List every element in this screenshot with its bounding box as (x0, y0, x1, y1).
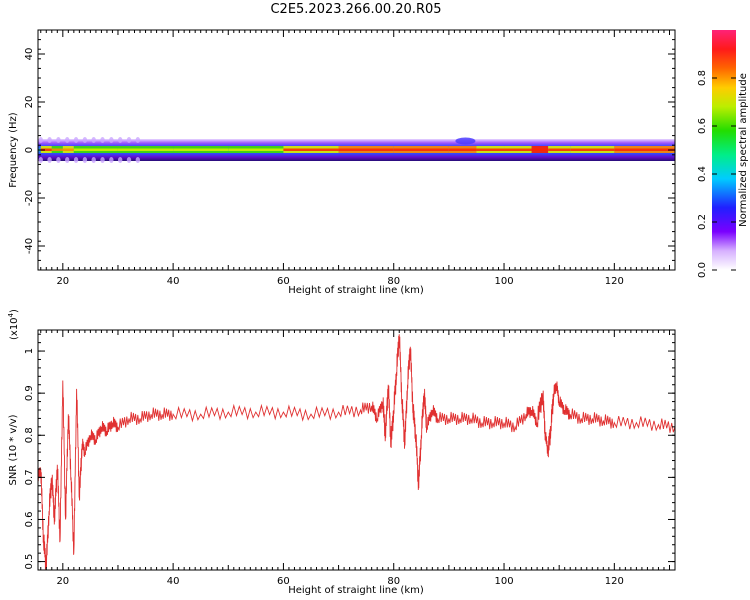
y-tick-label: 0.7 (24, 469, 35, 485)
snr-y-label: SNR (10 * v/v) (8, 414, 19, 485)
spectrogram-ripple (100, 137, 105, 143)
spectrogram-band-core (283, 148, 339, 151)
spectrogram-band-core (476, 148, 505, 151)
spectrogram-ripple (100, 157, 105, 163)
spectrogram-band (38, 137, 675, 163)
spectrogram-ripple (38, 157, 43, 163)
x-tick-label: 40 (167, 576, 180, 587)
spectrogram-band-core (73, 148, 118, 151)
x-tick-label: 40 (167, 276, 180, 287)
spectrogram-band-core (570, 148, 615, 151)
spectrogram-ripple (65, 157, 70, 163)
spectrogram-y-label: Frequency (Hz) (8, 112, 19, 188)
spectrogram-ripple (73, 157, 79, 163)
spectrogram-band-core (338, 148, 394, 151)
y-tick-label: -40 (24, 238, 35, 254)
y-tick-label: 0.5 (24, 554, 35, 570)
spectrogram-band-core (531, 148, 549, 151)
snr-series-layer (38, 334, 675, 570)
x-tick-label: 100 (494, 276, 513, 287)
colorbar-tick-label: 0.4 (697, 166, 708, 182)
spectrogram-band-core (51, 148, 63, 151)
spectrogram-band-core (393, 148, 449, 151)
spectrogram-ripple (65, 137, 70, 143)
snr-series-line (38, 334, 675, 570)
spectrogram-band-core (40, 148, 52, 151)
colorbar-label: Normalized spectral amplitude (738, 73, 749, 227)
x-tick-label: 80 (387, 576, 400, 587)
spectrogram-ripple (73, 137, 79, 143)
spectrogram-band-core (228, 148, 284, 151)
snr-x-label: Height of straight line (km) (288, 585, 424, 596)
y-tick-label: 0.8 (24, 427, 35, 443)
x-tick-label: 60 (277, 576, 290, 587)
snr-frame (37, 329, 676, 571)
chart-title: C2E5.2023.266.00.20.R05 (270, 2, 442, 17)
spectrogram-ripple (56, 137, 61, 143)
y-tick-label: -20 (24, 190, 35, 206)
spectrogram-band-core (504, 148, 532, 151)
spectrogram-band-core (173, 148, 229, 151)
spectrogram-ripple (126, 157, 132, 163)
snr-plot-area (38, 330, 675, 570)
colorbar-tick-label: 0.6 (697, 118, 708, 134)
spectrogram-ripple (91, 157, 96, 163)
snr-panel: 20 40 60 80 100 120 0.5 0.6 0.7 0.8 0.9 1 Height of… (7, 309, 676, 596)
y-tick-label: 0.9 (24, 385, 35, 401)
x-tick-label: 120 (605, 276, 624, 287)
x-tick-label: 120 (605, 576, 624, 587)
colorbar: 0.0 0.2 0.4 0.6 0.8 Normalized spectral ampl… (697, 30, 749, 278)
spectrogram-ripple (117, 157, 123, 163)
spectrogram-band-core (117, 148, 174, 151)
spectrogram-band-core (448, 148, 477, 151)
spectrogram-blob (455, 137, 476, 145)
x-tick-label: 80 (387, 276, 400, 287)
x-tick-label: 60 (277, 276, 290, 287)
spectrogram-band-core (614, 148, 675, 151)
spectrogram-ripple (56, 157, 61, 163)
spectrogram-ripple (82, 157, 88, 163)
colorbar-gradient (712, 30, 736, 270)
y-tick-label: 1 (24, 348, 35, 354)
y-tick-label: 0 (24, 147, 35, 153)
y-tick-label: 20 (24, 96, 35, 109)
spectrogram-ripple (38, 137, 43, 143)
spectrogram-ripple (135, 157, 141, 163)
colorbar-tick-label: 0.8 (697, 70, 708, 86)
snr-multiplier-exponent: 4 (7, 312, 15, 317)
spectrogram-x-label: Height of straight line (km) (288, 285, 424, 296)
x-tick-label: 20 (56, 576, 69, 587)
colorbar-tick-label: 0.2 (697, 214, 708, 230)
spectrogram-ripple (91, 137, 96, 143)
colorbar-ticks: 0.0 0.2 0.4 0.6 0.8 (697, 70, 736, 278)
spectrogram-band-core (62, 148, 74, 151)
spectrogram-ripple (109, 157, 114, 163)
spectrogram-ripple (126, 137, 132, 143)
spectrogram-ripple (135, 137, 141, 143)
spectrogram-panel: 20 40 60 80 100 120 -40 -20 0 20 40 Height of stra… (8, 29, 676, 296)
spectrogram-ripple (109, 137, 114, 143)
x-tick-label: 100 (494, 576, 513, 587)
spectrogram-frame (37, 29, 676, 271)
spectrogram-ripple (47, 137, 52, 143)
spectrogram-band-core (548, 148, 571, 151)
colorbar-tick-label: 0.0 (697, 262, 708, 278)
spectrogram-axis-ticks: 20 40 60 80 100 120 -40 -20 0 20 40 (24, 29, 676, 287)
spectrogram-ripple (117, 137, 123, 143)
spectrogram-ripple (82, 137, 88, 143)
snr-multiplier: (x104) (7, 309, 20, 340)
spectrogram-ripple (47, 157, 52, 163)
y-tick-label: 40 (24, 48, 35, 61)
snr-multiplier-base: (x10 (9, 317, 20, 340)
y-tick-label: 0.6 (24, 512, 35, 528)
svg-text:(x104): (x104) (7, 309, 20, 340)
x-tick-label: 20 (56, 276, 69, 287)
